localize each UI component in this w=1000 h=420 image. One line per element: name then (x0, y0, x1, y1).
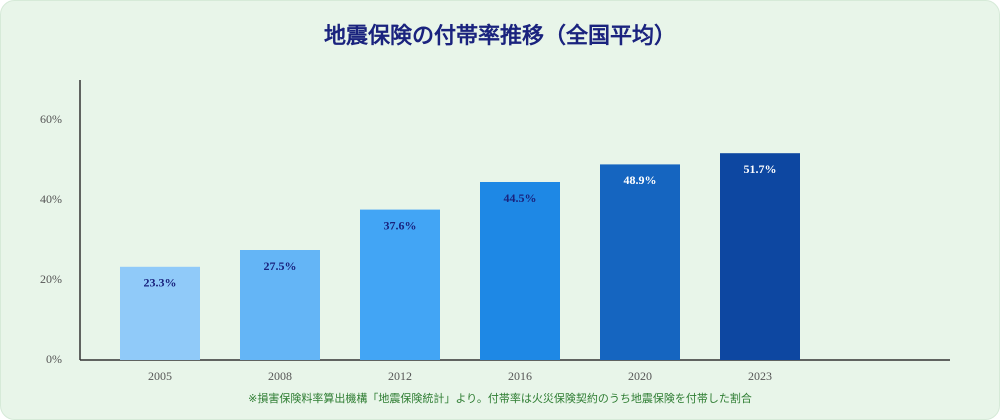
bar (120, 266, 200, 360)
bar (240, 250, 320, 360)
y-tick-label: 0% (46, 352, 62, 366)
chart-title: 地震保険の付帯率推移（全国平均） (324, 23, 676, 49)
y-tick-label: 60% (40, 112, 62, 126)
x-tick-label: 2008 (268, 369, 292, 383)
bar (600, 164, 680, 360)
x-tick-label: 2005 (148, 369, 172, 383)
x-tick-label: 2023 (748, 369, 772, 383)
y-tick-label: 20% (40, 272, 62, 286)
bar (360, 209, 440, 360)
x-tick-label: 2020 (628, 369, 652, 383)
value-label: 23.3% (144, 276, 177, 290)
bar (480, 182, 560, 360)
value-label: 44.5% (504, 191, 537, 205)
y-tick-label: 40% (40, 192, 62, 206)
value-label: 37.6% (384, 218, 417, 232)
value-label: 48.9% (624, 173, 657, 187)
footnote: ※損害保険料率算出機構「地震保険統計」より。付帯率は火災保険契約のうち地震保険を… (248, 391, 752, 405)
bar (720, 153, 800, 360)
value-label: 27.5% (264, 259, 297, 273)
x-tick-label: 2016 (508, 369, 532, 383)
value-label: 51.7% (744, 162, 777, 176)
x-tick-label: 2012 (388, 369, 412, 383)
